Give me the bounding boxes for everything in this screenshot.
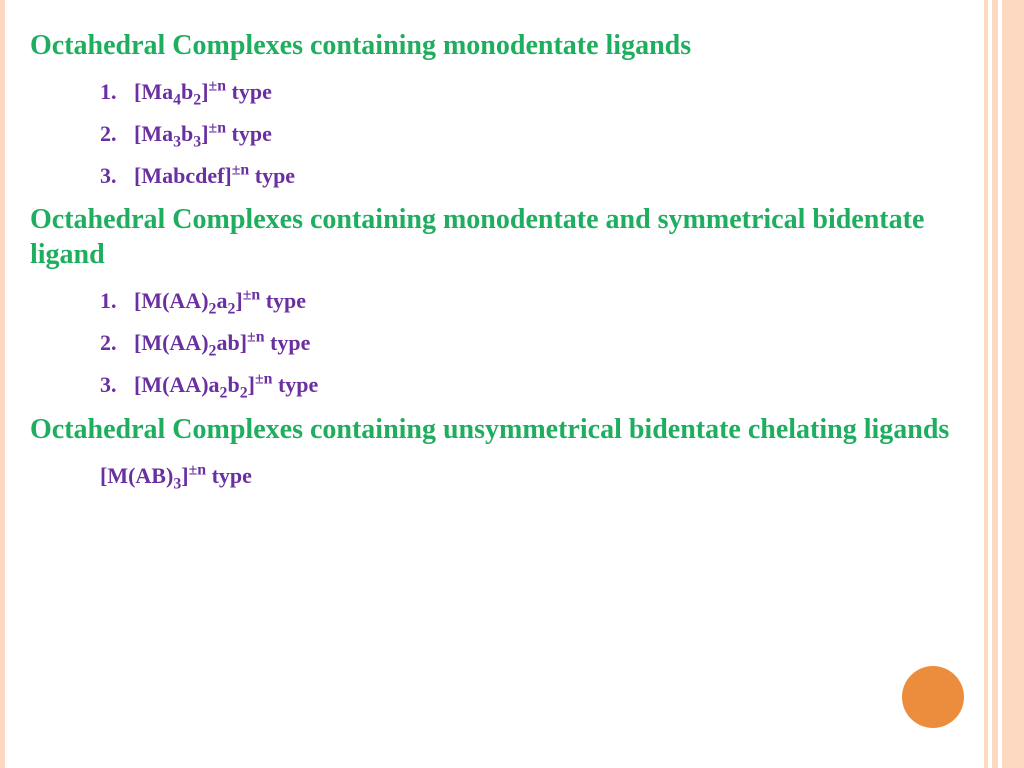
decorative-circle-icon [902, 666, 964, 728]
list-item: 1. [Ma4b2]±n type [100, 71, 964, 113]
item-formula: [M(AA)2a2]±n type [134, 280, 964, 322]
item-formula: [Ma3b3]±n type [134, 113, 964, 155]
right-stripe-gap-2 [988, 0, 992, 768]
list-item: 1. [M(AA)2a2]±n type [100, 280, 964, 322]
list-item: 2. [M(AA)2ab]±n type [100, 322, 964, 364]
right-stripe-inner [984, 0, 988, 768]
list-item: 3. [M(AA)a2b2]±n type [100, 364, 964, 406]
item-formula: [M(AB)3]±n type [100, 455, 964, 497]
item-number: 2. [100, 322, 134, 364]
slide-content: Octahedral Complexes containing monodent… [30, 28, 964, 497]
item-number: 1. [100, 280, 134, 322]
item-number: 1. [100, 71, 134, 113]
section-heading-1: Octahedral Complexes containing monodent… [30, 28, 964, 63]
list-item: 2. [Ma3b3]±n type [100, 113, 964, 155]
item-number: 3. [100, 155, 134, 197]
right-stripe-outer [1002, 0, 1024, 768]
right-stripe-gap-1 [998, 0, 1002, 768]
left-stripe [0, 0, 5, 768]
item-formula: [Mabcdef]±n type [134, 155, 964, 197]
item-number: 2. [100, 113, 134, 155]
right-stripe-mid [992, 0, 998, 768]
section-list-2: 1. [M(AA)2a2]±n type 2. [M(AA)2ab]±n typ… [100, 280, 964, 405]
item-formula: [M(AA)a2b2]±n type [134, 364, 964, 406]
item-formula: [Ma4b2]±n type [134, 71, 964, 113]
section-heading-2: Octahedral Complexes containing monodent… [30, 202, 964, 272]
section-heading-3: Octahedral Complexes containing unsymmet… [30, 412, 964, 447]
list-item: 3. [Mabcdef]±n type [100, 155, 964, 197]
item-formula: [M(AA)2ab]±n type [134, 322, 964, 364]
section-list-1: 1. [Ma4b2]±n type 2. [Ma3b3]±n type 3. [… [100, 71, 964, 196]
item-number: 3. [100, 364, 134, 406]
